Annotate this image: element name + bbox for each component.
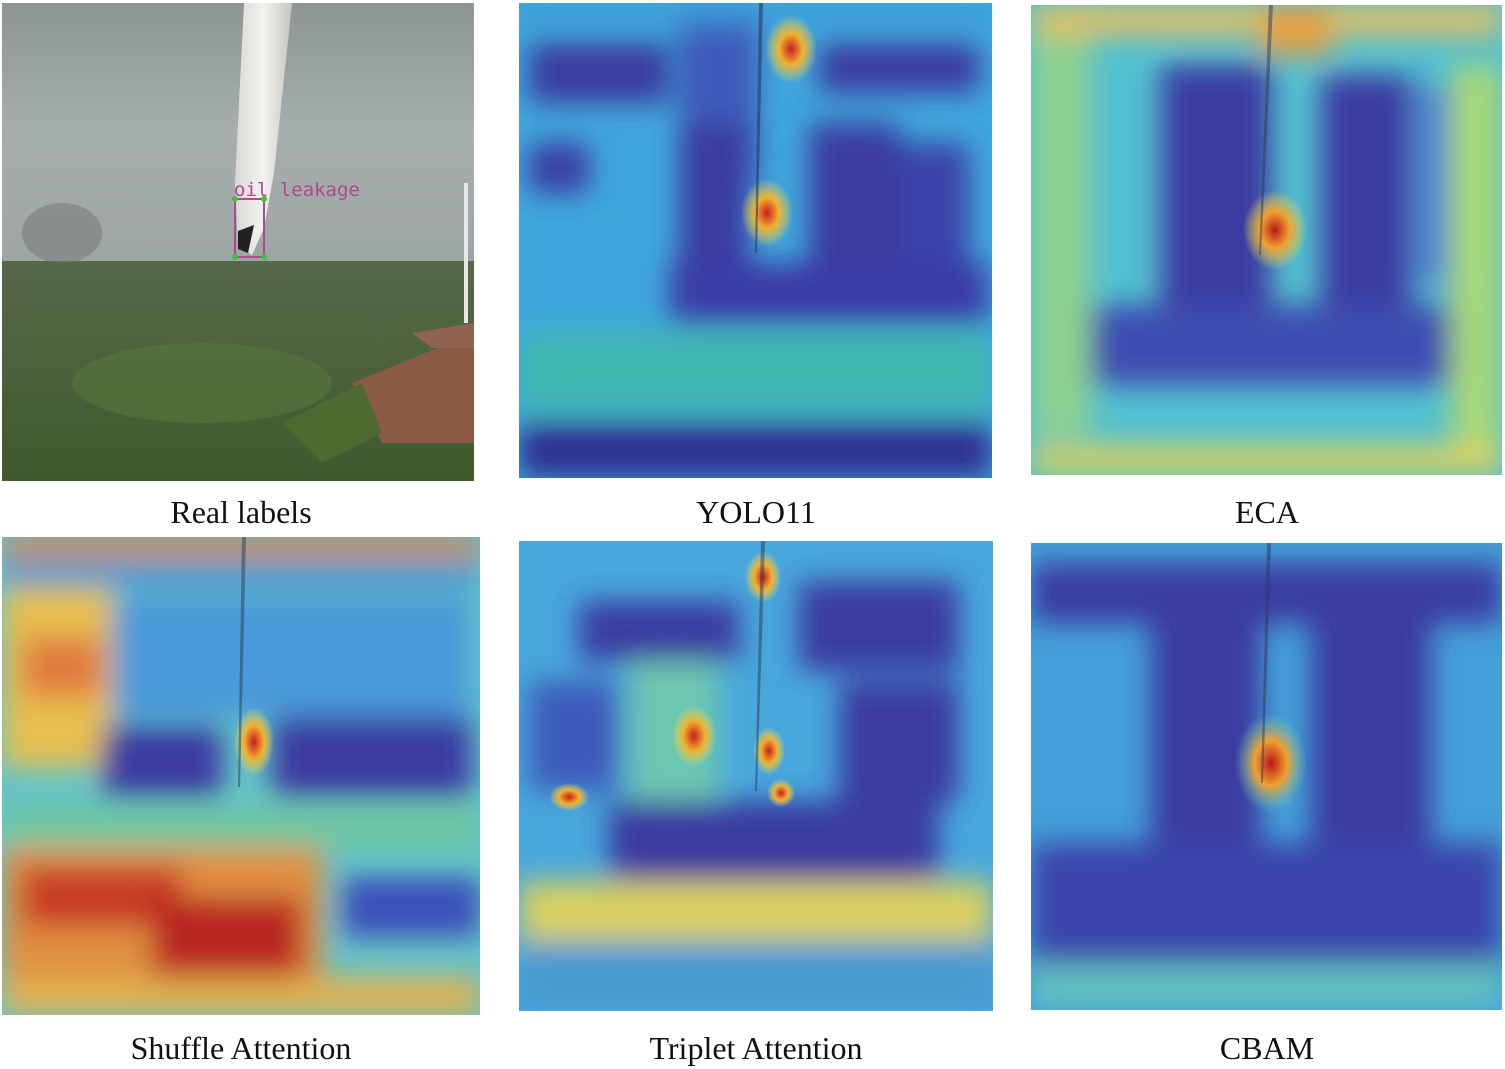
caption-real-labels: Real labels bbox=[170, 494, 312, 530]
real-labels-image: oil leakage bbox=[2, 3, 474, 481]
oil-leakage-label: oil leakage bbox=[234, 179, 360, 201]
caption-yolo11: YOLO11 bbox=[696, 494, 816, 530]
cbam-heatmap bbox=[1031, 543, 1502, 1010]
caption-eca: ECA bbox=[1235, 494, 1299, 530]
caption-cbam: CBAM bbox=[1219, 1030, 1315, 1066]
caption-shuffle-attention: Shuffle Attention bbox=[130, 1030, 352, 1066]
shuffle-attention-heatmap bbox=[2, 537, 480, 1015]
caption-triplet-attention: Triplet Attention bbox=[649, 1030, 863, 1066]
yolo11-heatmap bbox=[519, 3, 992, 478]
eca-heatmap bbox=[1031, 5, 1502, 475]
triplet-attention-heatmap bbox=[519, 541, 993, 1011]
